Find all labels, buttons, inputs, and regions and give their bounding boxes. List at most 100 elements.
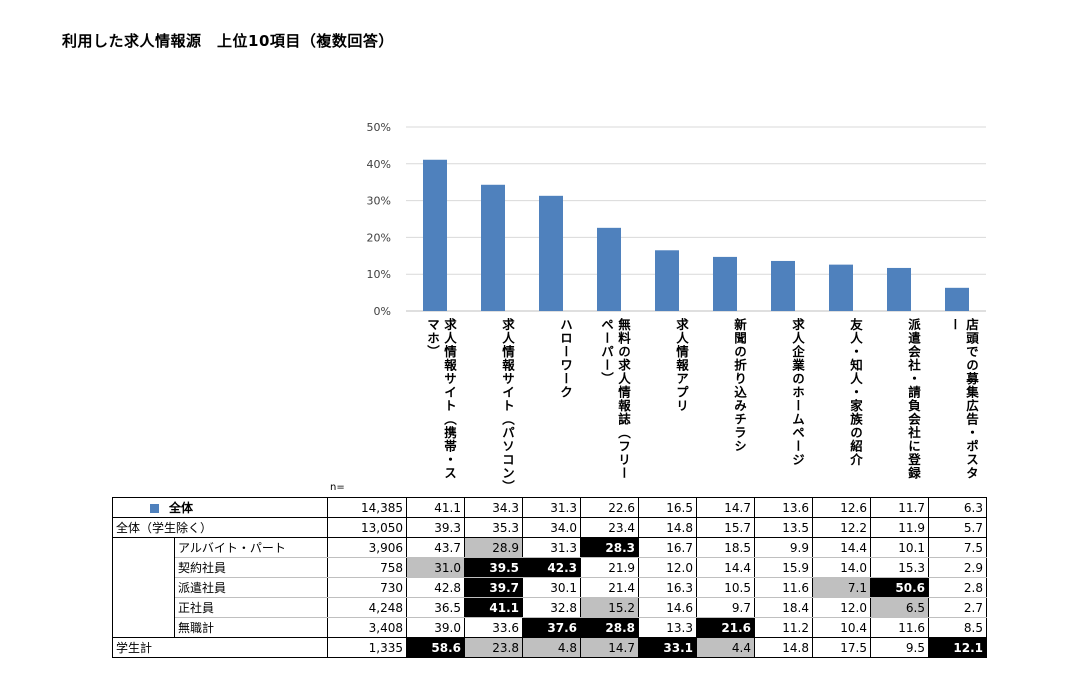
row-label: 学生計 [112,637,328,658]
value-cell: 28.9 [464,537,523,558]
indent-cell [112,577,175,598]
value-cell: 5.7 [928,517,987,538]
value-cell: 16.5 [638,497,697,518]
category-label: 求人情報サイト（パソコン） [500,318,515,488]
value-cell: 33.6 [464,617,523,638]
category-label: 友人・知人・家族の紹介 [848,318,863,467]
bar-chart: 0% 10% 20% 30% 40% 50% [367,121,986,318]
value-cell: 14.6 [638,597,697,618]
y-tick-label: 40% [367,158,391,171]
category-label: 求人情報サイト（携帯・スマホ） [425,318,457,480]
value-cell: 35.3 [464,517,523,538]
value-cell: 34.3 [464,497,523,518]
bar [829,264,853,311]
row-label: 無職計 [174,617,328,638]
value-cell: 21.6 [696,617,755,638]
value-cell: 41.1 [406,497,465,518]
bar [481,184,505,311]
value-cell: 34.0 [522,517,581,538]
value-cell: 13.6 [754,497,813,518]
value-cell: 7.1 [812,577,871,598]
value-cell: 39.5 [464,557,523,578]
value-cell: 12.1 [928,637,987,658]
value-cell: 10.4 [812,617,871,638]
value-cell: 37.6 [522,617,581,638]
value-cell: 15.9 [754,557,813,578]
category-label: 求人情報アプリ [674,318,689,413]
n-cell: 14,385 [327,497,407,518]
value-cell: 41.1 [464,597,523,618]
value-cell: 28.3 [580,537,639,558]
value-cell: 4.8 [522,637,581,658]
y-tick-label: 10% [367,268,391,281]
value-cell: 9.9 [754,537,813,558]
value-cell: 8.5 [928,617,987,638]
value-cell: 42.3 [522,557,581,578]
n-cell: 4,248 [327,597,407,618]
bar [887,267,911,311]
category-label: ハローワーク [558,318,573,399]
value-cell: 11.2 [754,617,813,638]
bar [597,227,621,311]
value-cell: 23.8 [464,637,523,658]
value-cell: 9.5 [870,637,929,658]
value-cell: 21.9 [580,557,639,578]
table-row: 無職計 3,408 39.0 33.6 37.6 28.8 13.3 21.6 11.2 10.4… [112,617,987,638]
bar [655,250,679,311]
table-row: 正社員 4,248 36.5 41.1 32.8 15.2 14.6 9.7 18.4 12.0 6… [112,597,987,618]
legend-label: 全体 [169,501,194,515]
value-cell: 4.4 [696,637,755,658]
value-cell: 13.3 [638,617,697,638]
value-cell: 31.3 [522,537,581,558]
value-cell: 17.5 [812,637,871,658]
value-cell: 12.6 [812,497,871,518]
value-cell: 14.4 [812,537,871,558]
table-row: 派遣社員 730 42.8 39.7 30.1 21.4 16.3 10.5 11.6 7.1 50… [112,577,987,598]
value-cell: 11.6 [870,617,929,638]
value-cell: 15.3 [870,557,929,578]
y-tick-label: 0% [374,305,391,318]
n-cell: 1,335 [327,637,407,658]
value-cell: 2.9 [928,557,987,578]
n-cell: 730 [327,577,407,598]
chart-title: 利用した求人情報源 上位10項目（複数回答） [62,32,394,50]
n-cell: 3,408 [327,617,407,638]
value-cell: 21.4 [580,577,639,598]
value-cell: 11.9 [870,517,929,538]
value-cell: 18.5 [696,537,755,558]
value-cell: 11.7 [870,497,929,518]
indent-cell [112,537,175,558]
value-cell: 33.1 [638,637,697,658]
value-cell: 12.0 [812,597,871,618]
bar [539,195,563,311]
value-cell: 30.1 [522,577,581,598]
indent-cell [112,597,175,618]
row-label: 正社員 [174,597,328,618]
value-cell: 7.5 [928,537,987,558]
indent-cell [112,617,175,638]
value-cell: 16.3 [638,577,697,598]
table-row: 学生計 1,335 58.6 23.8 4.8 14.7 33.1 4.4 14.8 17.5 9.… [112,637,987,658]
category-label: 派遣会社・請負会社に登録 [906,318,921,480]
y-tick-label: 50% [367,121,391,134]
value-cell: 6.3 [928,497,987,518]
bar [945,287,969,311]
value-cell: 50.6 [870,577,929,598]
value-cell: 39.0 [406,617,465,638]
value-cell: 6.5 [870,597,929,618]
category-label: 店頭での募集広告・ポスター [947,318,979,480]
category-label: 新聞の折り込みチラシ [732,318,747,453]
value-cell: 18.4 [754,597,813,618]
n-cell: 758 [327,557,407,578]
value-cell: 14.7 [580,637,639,658]
row-label: 全体（学生除く） [112,517,328,538]
bar [713,256,737,311]
value-cell: 23.4 [580,517,639,538]
row-label: 派遣社員 [174,577,328,598]
value-cell: 10.5 [696,577,755,598]
value-cell: 12.0 [638,557,697,578]
bar [423,159,447,311]
value-cell: 42.8 [406,577,465,598]
table-row: 全体 14,385 41.1 34.3 31.3 22.6 16.5 14.7 13.6 12.6… [112,497,987,518]
indent-cell [112,557,175,578]
